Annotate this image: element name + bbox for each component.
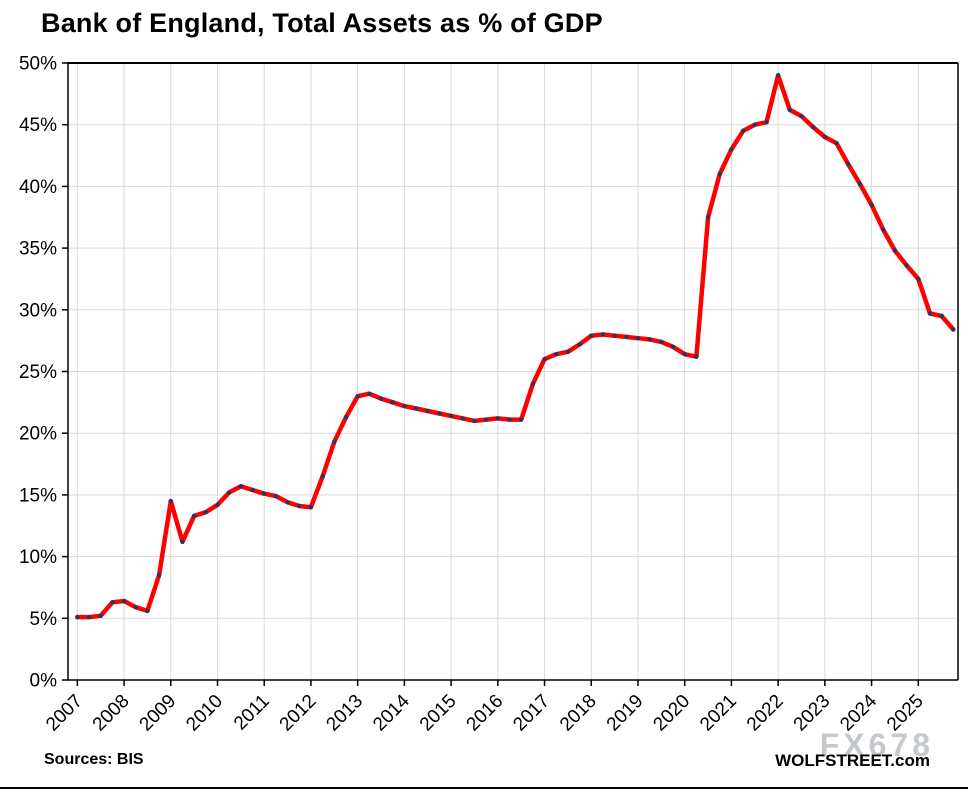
svg-text:2009: 2009 — [136, 691, 181, 736]
svg-text:2010: 2010 — [182, 691, 227, 736]
svg-text:15%: 15% — [19, 485, 57, 506]
bottom-divider — [0, 787, 968, 789]
svg-text:2014: 2014 — [369, 690, 414, 735]
svg-text:2012: 2012 — [276, 691, 321, 736]
svg-text:2020: 2020 — [649, 691, 694, 736]
svg-text:45%: 45% — [19, 115, 57, 136]
svg-text:2019: 2019 — [603, 691, 648, 736]
svg-text:0%: 0% — [30, 671, 58, 692]
svg-text:2008: 2008 — [89, 691, 134, 736]
svg-text:50%: 50% — [19, 54, 57, 75]
svg-text:2016: 2016 — [463, 691, 508, 736]
svg-text:5%: 5% — [30, 609, 58, 630]
svg-text:2017: 2017 — [509, 691, 554, 736]
source-label: Sources: BIS — [44, 751, 144, 768]
svg-text:2018: 2018 — [556, 691, 601, 736]
svg-text:10%: 10% — [19, 547, 57, 568]
svg-text:2013: 2013 — [322, 691, 367, 736]
svg-text:2015: 2015 — [416, 691, 461, 736]
chart-title: Bank of England, Total Assets as % of GD… — [41, 8, 603, 38]
svg-text:40%: 40% — [19, 177, 57, 198]
svg-text:2007: 2007 — [42, 691, 87, 736]
svg-text:2021: 2021 — [696, 691, 741, 736]
brand-label: WOLFSTREET.com — [775, 751, 930, 770]
svg-text:25%: 25% — [19, 362, 57, 383]
svg-text:30%: 30% — [19, 300, 57, 321]
watermark: FX678 — [819, 727, 934, 763]
svg-text:2022: 2022 — [743, 691, 788, 736]
svg-text:35%: 35% — [19, 239, 57, 260]
svg-text:20%: 20% — [19, 424, 57, 445]
svg-text:2011: 2011 — [230, 691, 274, 735]
